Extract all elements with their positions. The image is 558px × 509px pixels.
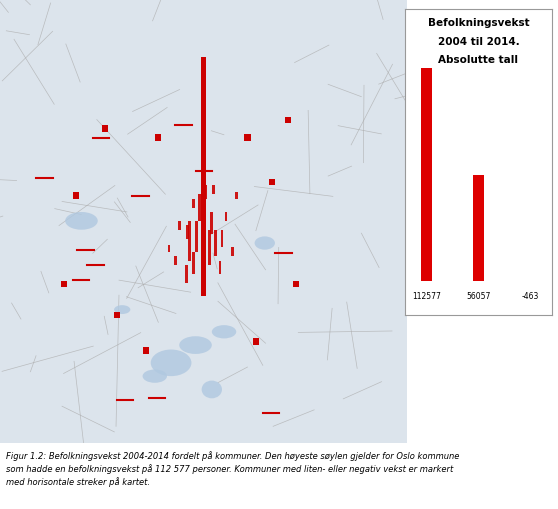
Bar — [192, 199, 195, 208]
Bar — [174, 257, 176, 266]
Bar — [167, 246, 171, 252]
Bar — [155, 135, 161, 142]
Bar — [204, 186, 207, 199]
Text: Befolkningsvekst: Befolkningsvekst — [427, 18, 530, 28]
Bar — [208, 230, 211, 266]
Bar — [143, 348, 148, 354]
Bar — [213, 186, 215, 195]
Bar — [73, 192, 79, 199]
Bar — [195, 221, 198, 252]
Bar — [269, 179, 275, 186]
Bar — [421, 69, 432, 281]
Ellipse shape — [65, 213, 98, 230]
Ellipse shape — [151, 350, 191, 377]
Ellipse shape — [143, 370, 167, 383]
Text: 56057: 56057 — [466, 292, 490, 301]
Text: 112577: 112577 — [412, 292, 441, 301]
Text: Figur 1.2: Befolkningsvekst 2004-2014 fordelt på kommuner. Den høyeste søylen gj: Figur 1.2: Befolkningsvekst 2004-2014 fo… — [6, 450, 459, 486]
Bar — [244, 135, 251, 142]
Bar — [525, 281, 536, 282]
Bar — [178, 221, 181, 230]
Text: -463: -463 — [522, 292, 539, 301]
Bar — [185, 266, 188, 284]
Bar — [186, 226, 189, 239]
Bar — [210, 213, 213, 235]
Bar — [198, 195, 201, 221]
Bar — [231, 248, 234, 257]
Ellipse shape — [179, 336, 212, 354]
Ellipse shape — [254, 237, 275, 250]
Bar — [285, 118, 291, 124]
Bar — [102, 126, 108, 133]
Bar — [214, 230, 217, 257]
Text: Absolutte tall: Absolutte tall — [439, 55, 518, 65]
Bar — [61, 281, 67, 288]
Ellipse shape — [212, 325, 236, 339]
Bar — [253, 339, 259, 346]
Bar — [188, 221, 191, 261]
Bar — [225, 213, 228, 221]
Bar — [114, 312, 120, 319]
Bar — [294, 281, 300, 288]
Text: 2004 til 2014.: 2004 til 2014. — [437, 37, 519, 47]
Bar — [201, 58, 206, 297]
Bar — [192, 252, 195, 274]
Bar — [219, 261, 222, 274]
Bar — [235, 192, 238, 199]
Ellipse shape — [201, 381, 222, 399]
Bar — [220, 230, 223, 248]
Ellipse shape — [114, 305, 131, 315]
Bar — [473, 175, 484, 281]
